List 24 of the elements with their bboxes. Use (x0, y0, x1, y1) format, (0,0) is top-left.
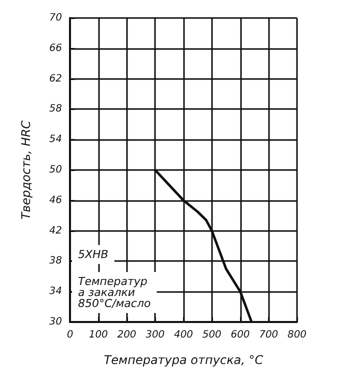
y-tick-label: 30 (49, 316, 62, 328)
x-axis-title: Температура отпуска, °C (104, 353, 264, 367)
y-tick-label: 54 (49, 134, 62, 146)
y-tick-label: 42 (49, 225, 62, 236)
y-tick-label: 70 (49, 12, 62, 24)
x-tick-label: 700 (259, 330, 278, 340)
x-tick-label: 600 (230, 330, 250, 340)
x-tick-label: 800 (287, 330, 307, 340)
y-tick-label: 46 (49, 194, 62, 206)
x-tick-label: 0 (66, 330, 74, 340)
y-tick-label: 34 (49, 286, 62, 298)
y-tick-label: 38 (49, 256, 62, 267)
y-tick-label: 58 (49, 104, 62, 115)
x-tick-label: 400 (174, 330, 194, 340)
y-tick-label: 50 (49, 164, 62, 176)
x-tick-label: 100 (88, 330, 108, 340)
x-tick-label: 200 (117, 330, 136, 340)
x-tick-label: 300 (146, 330, 165, 340)
y-axis-title: Твердость, HRC (19, 120, 33, 220)
annotation: 5ХНВ (78, 248, 108, 261)
y-tick-label: 66 (49, 42, 62, 54)
annotation: Температура закалки 850°C/масло (78, 275, 151, 310)
y-tick-label: 62 (49, 73, 62, 84)
x-tick-label: 500 (202, 330, 222, 340)
